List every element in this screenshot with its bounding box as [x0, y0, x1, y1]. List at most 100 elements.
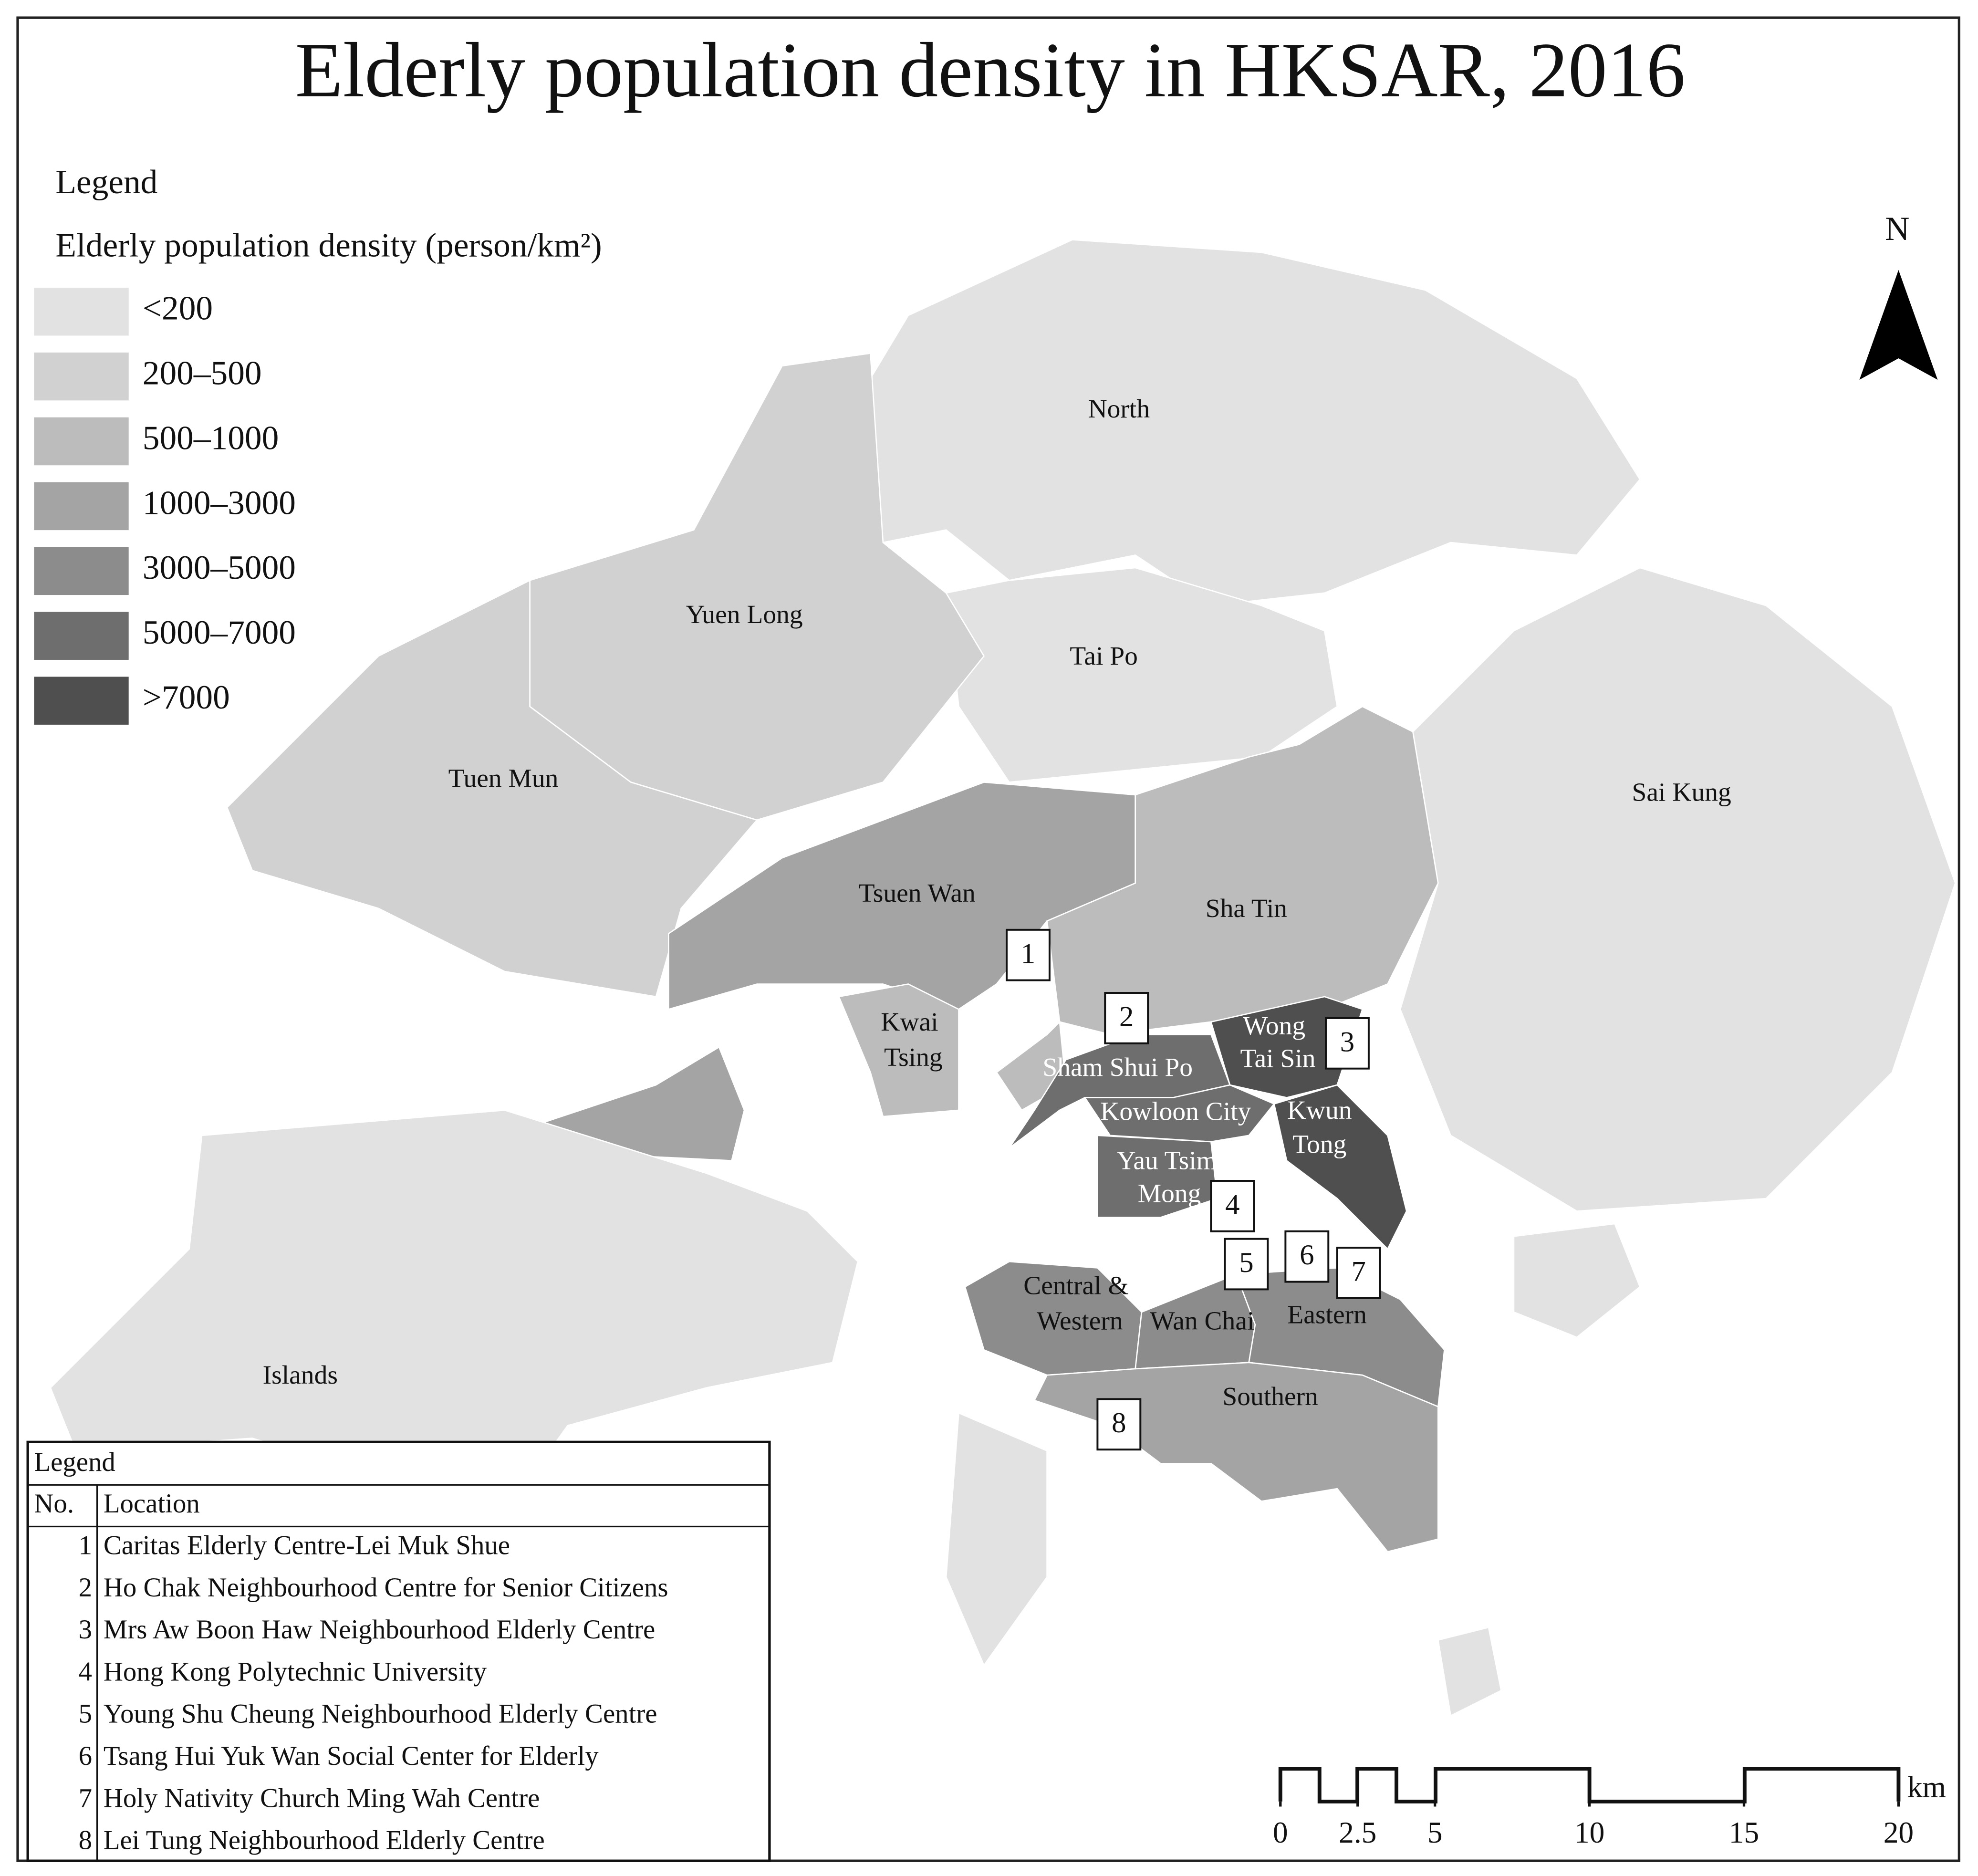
- table-location: Holy Nativity Church Ming Wah Centre: [104, 1783, 540, 1813]
- marker: 8: [1096, 1398, 1142, 1451]
- table-location: Young Shu Cheung Neighbourhood Elderly C…: [104, 1699, 657, 1729]
- district-label: Sham Shui Po: [1042, 1053, 1193, 1082]
- marker: 1: [1006, 928, 1051, 981]
- scale-tick-label: 20: [1884, 1815, 1914, 1849]
- scale-tick-label: 0: [1273, 1815, 1288, 1849]
- district-label: Sha Tin: [1206, 894, 1287, 923]
- marker-label: 2: [1119, 1001, 1134, 1032]
- legend-swatch: [34, 352, 129, 401]
- location-table: Legend No. Location 1 Caritas Elderly Cen…: [26, 1440, 771, 1862]
- legend-swatch: [34, 482, 129, 531]
- district-labels: North Tai Po Sai Kung Yuen Long Tuen Mun…: [263, 395, 1731, 1411]
- scale-tick-label: 2.5: [1339, 1815, 1376, 1849]
- marker-box: [1284, 1230, 1330, 1283]
- district-area: [945, 567, 1338, 783]
- table-number: 3: [79, 1615, 92, 1645]
- district-label: Mong: [1138, 1179, 1201, 1208]
- table-location: Mrs Aw Boon Haw Neighbourhood Elderly Ce…: [104, 1615, 655, 1645]
- site-markers: 1 2 3 4 5 6 7 8: [1006, 928, 1381, 1451]
- marker: 2: [1104, 992, 1149, 1044]
- marker-box: [1336, 1247, 1381, 1299]
- table-title: Legend: [34, 1447, 115, 1477]
- district-label: Tsuen Wan: [859, 879, 976, 908]
- district-label: Islands: [263, 1361, 338, 1390]
- legend-subtitle: Elderly population density (person/km²): [55, 226, 602, 264]
- scale-tick-label: 10: [1574, 1815, 1604, 1849]
- table-header: Location: [104, 1489, 200, 1519]
- marker-box: [1096, 1398, 1142, 1451]
- district-label: Eastern: [1287, 1300, 1366, 1329]
- table-location: Tsang Hui Yuk Wan Social Center for Elde…: [104, 1741, 599, 1771]
- marker-box: [1210, 1180, 1255, 1232]
- district-area: [1399, 567, 1956, 1212]
- marker: 7: [1336, 1247, 1381, 1299]
- district-label: Tai Po: [1070, 642, 1138, 671]
- scale-bar-line: [1278, 1767, 1901, 1803]
- marker-box: [1325, 1017, 1370, 1070]
- marker: 4: [1210, 1180, 1255, 1232]
- table-location: Caritas Elderly Centre-Lei Muk Shue: [104, 1530, 510, 1560]
- district-label: Tai Sin: [1240, 1044, 1315, 1073]
- legend-swatch: [34, 417, 129, 466]
- table-number: 4: [79, 1657, 92, 1687]
- marker-label: 1: [1021, 938, 1035, 969]
- table-location: Lei Tung Neighbourhood Elderly Centre: [104, 1825, 545, 1855]
- scale-tick-label: 5: [1427, 1815, 1443, 1849]
- district-area: [226, 579, 758, 998]
- district-area: [870, 239, 1641, 606]
- marker-label: 5: [1239, 1247, 1253, 1279]
- marker-label: 7: [1352, 1256, 1366, 1288]
- legend-label: 1000–3000: [143, 484, 296, 521]
- district-label: Western: [1037, 1307, 1123, 1336]
- table-frame: [26, 1440, 771, 1862]
- legend-swatch: [34, 287, 129, 336]
- district-area: [1097, 1135, 1218, 1218]
- marker-label: 6: [1300, 1239, 1314, 1271]
- marker-box: [1006, 928, 1051, 981]
- marker: 5: [1224, 1238, 1269, 1291]
- table-location: Ho Chak Neighbourhood Centre for Senior …: [104, 1573, 668, 1603]
- district-area: [1273, 1084, 1407, 1251]
- district-label: Tsing: [884, 1043, 943, 1072]
- legend-label: 5000–7000: [143, 614, 296, 651]
- marker-box: [1104, 992, 1149, 1044]
- marker-label: 8: [1112, 1407, 1126, 1439]
- legend-label: 500–1000: [143, 419, 279, 457]
- table-location: Hong Kong Polytechnic University: [104, 1657, 487, 1687]
- north-arrow-shape: [1859, 270, 1938, 380]
- marker: 6: [1284, 1230, 1330, 1283]
- scale-bar: km 0 2.5 5 10 15 20: [1273, 1767, 1946, 1849]
- north-arrow: N: [1859, 210, 1938, 380]
- table-number: 2: [79, 1573, 92, 1603]
- marker: 3: [1325, 1017, 1370, 1070]
- map-title: Elderly population density in HKSAR, 201…: [295, 27, 1686, 114]
- legend-label: 3000–5000: [143, 549, 296, 586]
- legend-label: <200: [143, 290, 213, 327]
- scale-tick-label: 15: [1729, 1815, 1759, 1849]
- district-area: [945, 1412, 1048, 1667]
- district-area: [1437, 1626, 1502, 1717]
- scale-unit: km: [1907, 1770, 1946, 1804]
- legend-label: >7000: [143, 678, 230, 716]
- district-label: Kowloon City: [1100, 1097, 1251, 1126]
- legend-swatch: [34, 612, 129, 660]
- table-number: 7: [79, 1783, 92, 1813]
- district-area: [838, 983, 959, 1117]
- marker-box: [1224, 1238, 1269, 1291]
- legend-label: 200–500: [143, 354, 262, 392]
- table-number: 5: [79, 1699, 92, 1729]
- legend-swatch: [34, 547, 129, 595]
- district-label: Central &: [1023, 1271, 1128, 1300]
- legend-title: Legend: [55, 163, 157, 201]
- table-number: 1: [79, 1530, 92, 1560]
- table-number: 8: [79, 1825, 92, 1855]
- table-header: No.: [34, 1489, 74, 1519]
- district-label: North: [1088, 395, 1150, 424]
- district-label: Kwun: [1287, 1096, 1352, 1125]
- marker-label: 4: [1225, 1188, 1239, 1220]
- district-label: Yau Tsim: [1117, 1146, 1217, 1176]
- table-number: 6: [79, 1741, 92, 1771]
- district-label: Kwai: [881, 1008, 938, 1037]
